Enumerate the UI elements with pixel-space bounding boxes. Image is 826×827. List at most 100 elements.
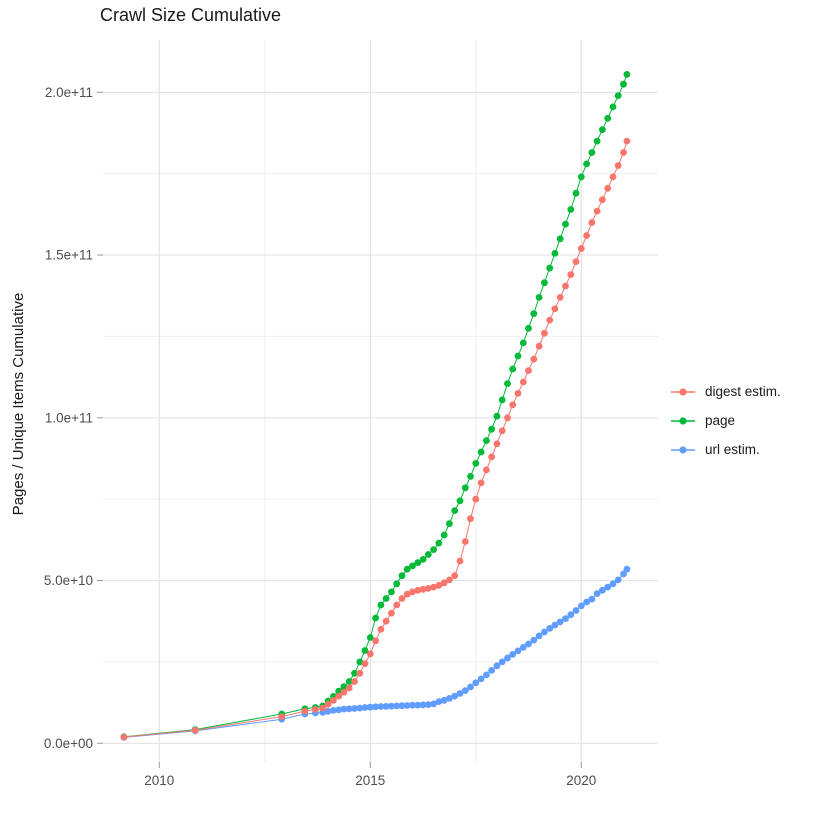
data-point-page bbox=[340, 683, 348, 691]
data-point-page bbox=[572, 189, 580, 197]
data-point-digest-estim- bbox=[440, 579, 448, 587]
data-point-digest-estim- bbox=[620, 149, 627, 156]
data-point-digest-estim- bbox=[382, 617, 390, 625]
data-point-url-estim- bbox=[414, 701, 422, 709]
legend: digest estim. page url estim. bbox=[670, 377, 781, 464]
data-point-digest-estim- bbox=[340, 688, 348, 696]
data-point-page bbox=[593, 137, 601, 145]
data-point-digest-estim- bbox=[356, 669, 364, 677]
x-tick-label: 2020 bbox=[566, 773, 596, 788]
data-point-url-estim- bbox=[530, 636, 538, 644]
data-point-url-estim- bbox=[324, 708, 332, 715]
data-point-page bbox=[409, 562, 416, 570]
data-point-digest-estim- bbox=[435, 582, 443, 589]
data-point-digest-estim- bbox=[593, 207, 601, 215]
legend-label-page: page bbox=[705, 413, 736, 428]
data-point-url-estim- bbox=[382, 703, 390, 710]
y-axis-title: Pages / Unique Items Cumulative bbox=[10, 292, 27, 516]
data-point-page bbox=[504, 380, 511, 387]
data-point-digest-estim- bbox=[398, 595, 406, 602]
data-point-digest-estim- bbox=[483, 466, 490, 474]
data-point-digest-estim- bbox=[535, 342, 543, 350]
data-point-url-estim- bbox=[541, 628, 548, 636]
data-point-digest-estim- bbox=[567, 271, 575, 278]
data-point-digest-estim- bbox=[409, 588, 416, 596]
data-point-page bbox=[345, 678, 353, 685]
data-point-digest-estim- bbox=[456, 557, 464, 565]
data-point-url-estim- bbox=[377, 703, 385, 710]
data-point-url-estim- bbox=[419, 701, 427, 709]
data-point-page bbox=[372, 614, 379, 622]
data-point-url-estim- bbox=[567, 611, 575, 619]
chart-title: Crawl Size Cumulative bbox=[100, 5, 282, 25]
data-point-url-estim- bbox=[403, 702, 411, 709]
data-point-page bbox=[467, 473, 474, 480]
data-point-url-estim- bbox=[546, 625, 554, 632]
data-point-url-estim- bbox=[609, 580, 617, 588]
data-point-url-estim- bbox=[467, 683, 474, 691]
data-point-digest-estim- bbox=[467, 515, 474, 523]
data-point-digest-estim- bbox=[604, 184, 612, 192]
data-point-url-estim- bbox=[551, 621, 559, 629]
data-point-url-estim- bbox=[583, 598, 590, 606]
data-point-page bbox=[430, 546, 437, 553]
data-point-url-estim- bbox=[535, 632, 543, 640]
data-point-url-estim- bbox=[620, 570, 627, 578]
data-point-digest-estim- bbox=[541, 329, 548, 337]
data-point-url-estim- bbox=[577, 602, 585, 610]
data-point-digest-estim- bbox=[446, 576, 453, 584]
legend-label-digest: digest estim. bbox=[705, 384, 781, 399]
data-point-digest-estim- bbox=[451, 572, 459, 580]
data-point-url-estim- bbox=[409, 701, 416, 709]
data-point-digest-estim- bbox=[472, 495, 480, 503]
data-point-url-estim- bbox=[345, 705, 353, 713]
data-point-url-estim- bbox=[514, 647, 522, 655]
data-point-digest-estim- bbox=[562, 282, 569, 290]
series-line-url-estim- bbox=[123, 568, 628, 738]
series-line-page bbox=[123, 74, 628, 738]
data-point-page bbox=[461, 484, 469, 492]
data-point-digest-estim- bbox=[345, 684, 353, 692]
data-point-page bbox=[335, 687, 343, 695]
data-point-url-estim- bbox=[614, 576, 622, 584]
data-point-page bbox=[382, 595, 390, 602]
data-point-page bbox=[577, 173, 585, 181]
legend-label-url: url estim. bbox=[705, 442, 760, 457]
data-point-digest-estim- bbox=[519, 378, 527, 386]
data-point-digest-estim- bbox=[301, 707, 309, 715]
data-point-page bbox=[620, 80, 627, 88]
data-point-digest-estim- bbox=[609, 173, 617, 181]
data-point-page bbox=[377, 601, 385, 609]
legend-item-digest: digest estim. bbox=[670, 377, 781, 406]
data-point-page bbox=[493, 412, 501, 420]
data-point-url-estim- bbox=[572, 607, 580, 614]
data-point-url-estim- bbox=[356, 704, 364, 712]
data-point-page bbox=[477, 448, 485, 456]
data-point-digest-estim- bbox=[504, 414, 511, 422]
data-point-digest-estim- bbox=[430, 583, 437, 591]
data-point-digest-estim- bbox=[514, 390, 522, 397]
data-point-page bbox=[419, 556, 427, 563]
data-point-page bbox=[435, 539, 443, 547]
data-point-url-estim- bbox=[424, 701, 432, 708]
y-tick-label: 0.0e+00 bbox=[44, 736, 93, 751]
data-point-digest-estim- bbox=[366, 650, 374, 658]
data-point-url-estim- bbox=[593, 590, 601, 597]
data-point-digest-estim- bbox=[577, 245, 585, 252]
data-point-page bbox=[366, 634, 374, 641]
data-point-url-estim- bbox=[509, 651, 517, 658]
data-point-digest-estim- bbox=[278, 713, 286, 720]
data-point-url-estim- bbox=[451, 692, 459, 700]
data-point-digest-estim- bbox=[330, 696, 337, 704]
data-point-digest-estim- bbox=[403, 590, 411, 598]
data-point-url-estim- bbox=[372, 703, 379, 711]
data-point-url-estim- bbox=[335, 706, 343, 714]
data-point-url-estim- bbox=[472, 679, 480, 687]
data-point-url-estim- bbox=[562, 615, 569, 622]
data-point-page bbox=[356, 658, 364, 666]
data-point-digest-estim- bbox=[393, 601, 401, 609]
data-point-digest-estim- bbox=[372, 637, 379, 645]
data-point-url-estim- bbox=[366, 703, 374, 711]
data-point-page bbox=[535, 294, 543, 301]
